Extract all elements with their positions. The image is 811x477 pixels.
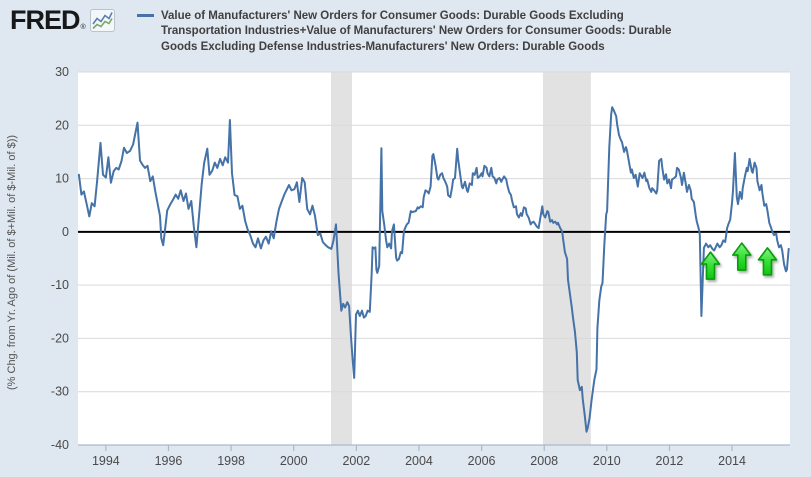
up-arrow-icon bbox=[731, 242, 752, 271]
y-tick-label: 10 bbox=[55, 172, 69, 186]
legend-line-2: Transportation Industries+Value of Manuf… bbox=[161, 25, 672, 38]
x-tick-label: 2010 bbox=[593, 454, 621, 468]
up-arrow-icon bbox=[700, 251, 721, 280]
x-tick-label: 1994 bbox=[92, 454, 120, 468]
x-tick-label: 1996 bbox=[155, 454, 183, 468]
y-tick-label: -10 bbox=[51, 278, 69, 292]
series-line bbox=[77, 106, 790, 433]
x-tick-label: 2004 bbox=[405, 454, 433, 468]
y-tick-label: 0 bbox=[62, 225, 69, 239]
x-tick-label: 2006 bbox=[468, 454, 496, 468]
fred-logo-text: FRED bbox=[10, 5, 80, 35]
y-tick-label: 20 bbox=[55, 118, 69, 132]
y-tick-label: -30 bbox=[51, 385, 69, 399]
fred-sparkline-icon bbox=[89, 9, 115, 32]
legend-series-label: Value of Manufacturers' New Orders for C… bbox=[161, 9, 671, 55]
x-tick-label: 2000 bbox=[280, 454, 308, 468]
registered-mark-icon: ® bbox=[80, 24, 86, 31]
x-tick-label: 2008 bbox=[530, 454, 558, 468]
recession-band bbox=[330, 72, 352, 445]
y-tick-label: 30 bbox=[55, 65, 69, 79]
y-tick-label: -40 bbox=[51, 438, 69, 452]
legend-line-3: Goods Excluding Defense Industries-Manuf… bbox=[161, 40, 605, 53]
up-arrow-icon bbox=[757, 247, 778, 276]
x-tick-label: 2012 bbox=[656, 454, 684, 468]
y-tick-label: -20 bbox=[51, 331, 69, 345]
plot-area bbox=[78, 72, 790, 445]
legend: Value of Manufacturers' New Orders for C… bbox=[137, 9, 671, 55]
legend-line-swatch bbox=[137, 14, 154, 17]
fred-logo[interactable]: FRED ® bbox=[10, 5, 115, 35]
x-tick-label: 2002 bbox=[342, 454, 370, 468]
x-tick-label: 1998 bbox=[217, 454, 245, 468]
x-tick-label: 2014 bbox=[718, 454, 746, 468]
legend-line-1: Value of Manufacturers' New Orders for C… bbox=[161, 10, 624, 22]
